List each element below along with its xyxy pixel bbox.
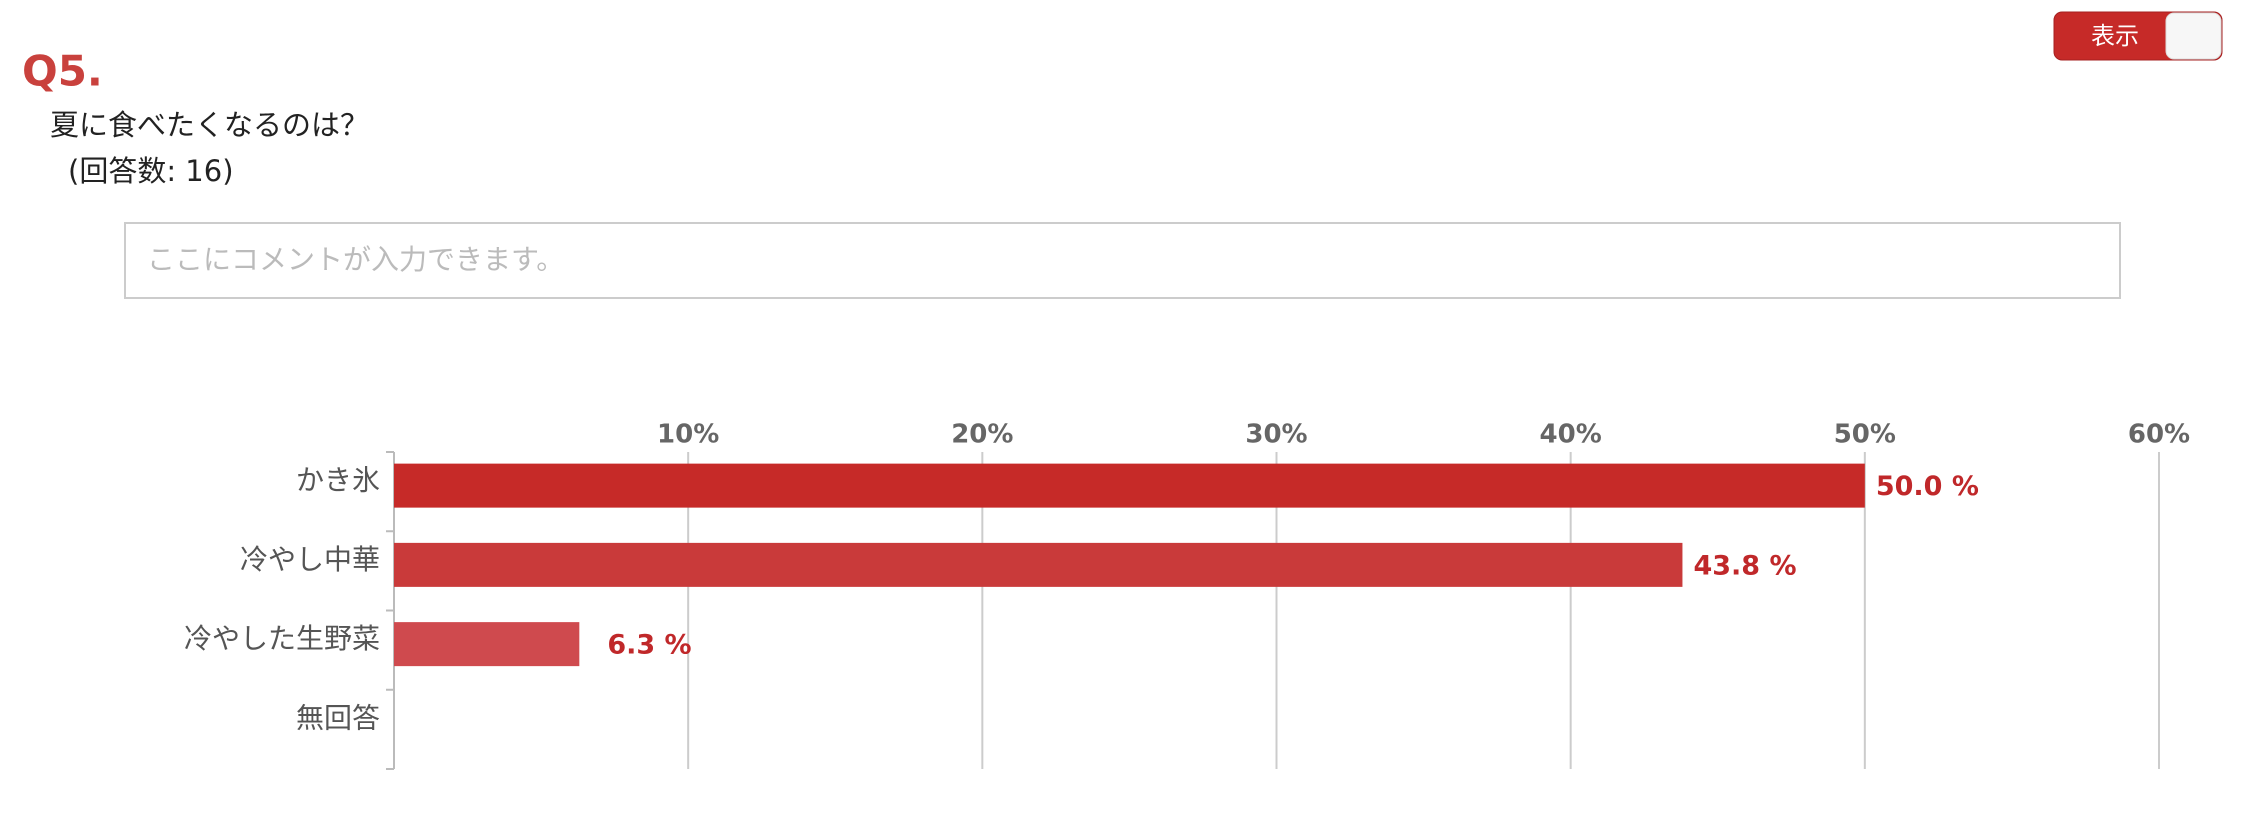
comment-box[interactable]: [124, 222, 2121, 299]
comment-placeholder[interactable]: ここにコメントが入力できます。: [147, 243, 564, 276]
bar: [394, 622, 580, 667]
value-label: 50.0 %: [1876, 471, 1979, 502]
x-tick-label: 30%: [1245, 420, 1307, 450]
toggle[interactable]: 表示: [2053, 11, 2223, 61]
answer-count: (回答数: 16): [68, 154, 234, 188]
bar: [394, 542, 1683, 587]
y-tick-label: 冷やし中華: [240, 543, 380, 576]
y-tick-label: 冷やした生野菜: [184, 622, 380, 655]
x-tick-label: 10%: [657, 420, 719, 450]
x-tick-label: 60%: [2128, 420, 2190, 450]
toggle-knob[interactable]: [2165, 12, 2222, 60]
toggle-label[interactable]: 表示: [2091, 22, 2139, 50]
question-number: Q5.: [22, 47, 103, 96]
value-label: 6.3 %: [607, 630, 691, 661]
y-tick-label: かき氷: [296, 464, 380, 497]
value-label: 43.8 %: [1693, 550, 1796, 581]
x-tick-label: 20%: [951, 420, 1013, 450]
x-tick-label: 50%: [1834, 420, 1896, 450]
y-tick-label: 無回答: [296, 701, 380, 734]
x-tick-label: 40%: [1540, 420, 1602, 450]
bar: [394, 463, 1865, 508]
question-text: 夏に食べたくなるのは？: [50, 108, 369, 142]
